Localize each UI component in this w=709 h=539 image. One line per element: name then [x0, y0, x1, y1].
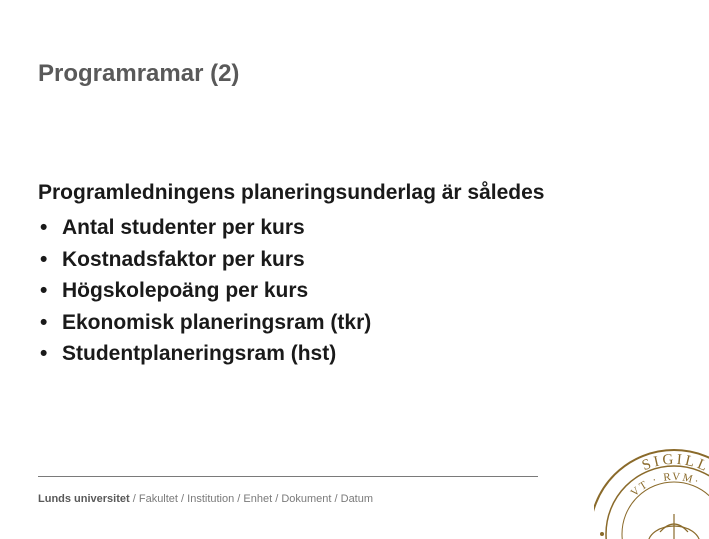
footer-path: / Fakultet / Institution / Enhet / Dokum… [130, 493, 373, 505]
bullet-text: Antal studenter per kurs [62, 216, 305, 239]
slide-body: Programledningens planeringsunderlag är … [38, 180, 639, 370]
bullet-dot-icon: • [40, 275, 47, 307]
bullet-text: Högskolepoäng per kurs [62, 279, 308, 302]
slide: Programramar (2) Programledningens plane… [0, 0, 709, 539]
footer-org: Lunds universitet [38, 493, 130, 505]
list-item: • Antal studenter per kurs [38, 212, 639, 244]
footer-text: Lunds universitet / Fakultet / Instituti… [38, 493, 373, 505]
list-item: • Högskolepoäng per kurs [38, 275, 639, 307]
list-item: • Kostnadsfaktor per kurs [38, 244, 639, 276]
bullet-text: Ekonomisk planeringsram (tkr) [62, 311, 371, 334]
bullet-text: Kostnadsfaktor per kurs [62, 248, 305, 271]
body-subtitle: Programledningens planeringsunderlag är … [38, 180, 639, 206]
bullet-list: • Antal studenter per kurs • Kostnadsfakto… [38, 212, 639, 370]
bullet-text: Studentplaneringsram (hst) [62, 342, 336, 365]
slide-title: Programramar (2) [38, 60, 239, 88]
bullet-dot-icon: • [40, 307, 47, 339]
university-seal-icon: SIGILLVM VT · RVM· [594, 444, 709, 539]
bullet-dot-icon: • [40, 338, 47, 370]
list-item: • Studentplaneringsram (hst) [38, 338, 639, 370]
bullet-dot-icon: • [40, 244, 47, 276]
list-item: • Ekonomisk planeringsram (tkr) [38, 307, 639, 339]
footer-divider [38, 476, 538, 477]
bullet-dot-icon: • [40, 212, 47, 244]
